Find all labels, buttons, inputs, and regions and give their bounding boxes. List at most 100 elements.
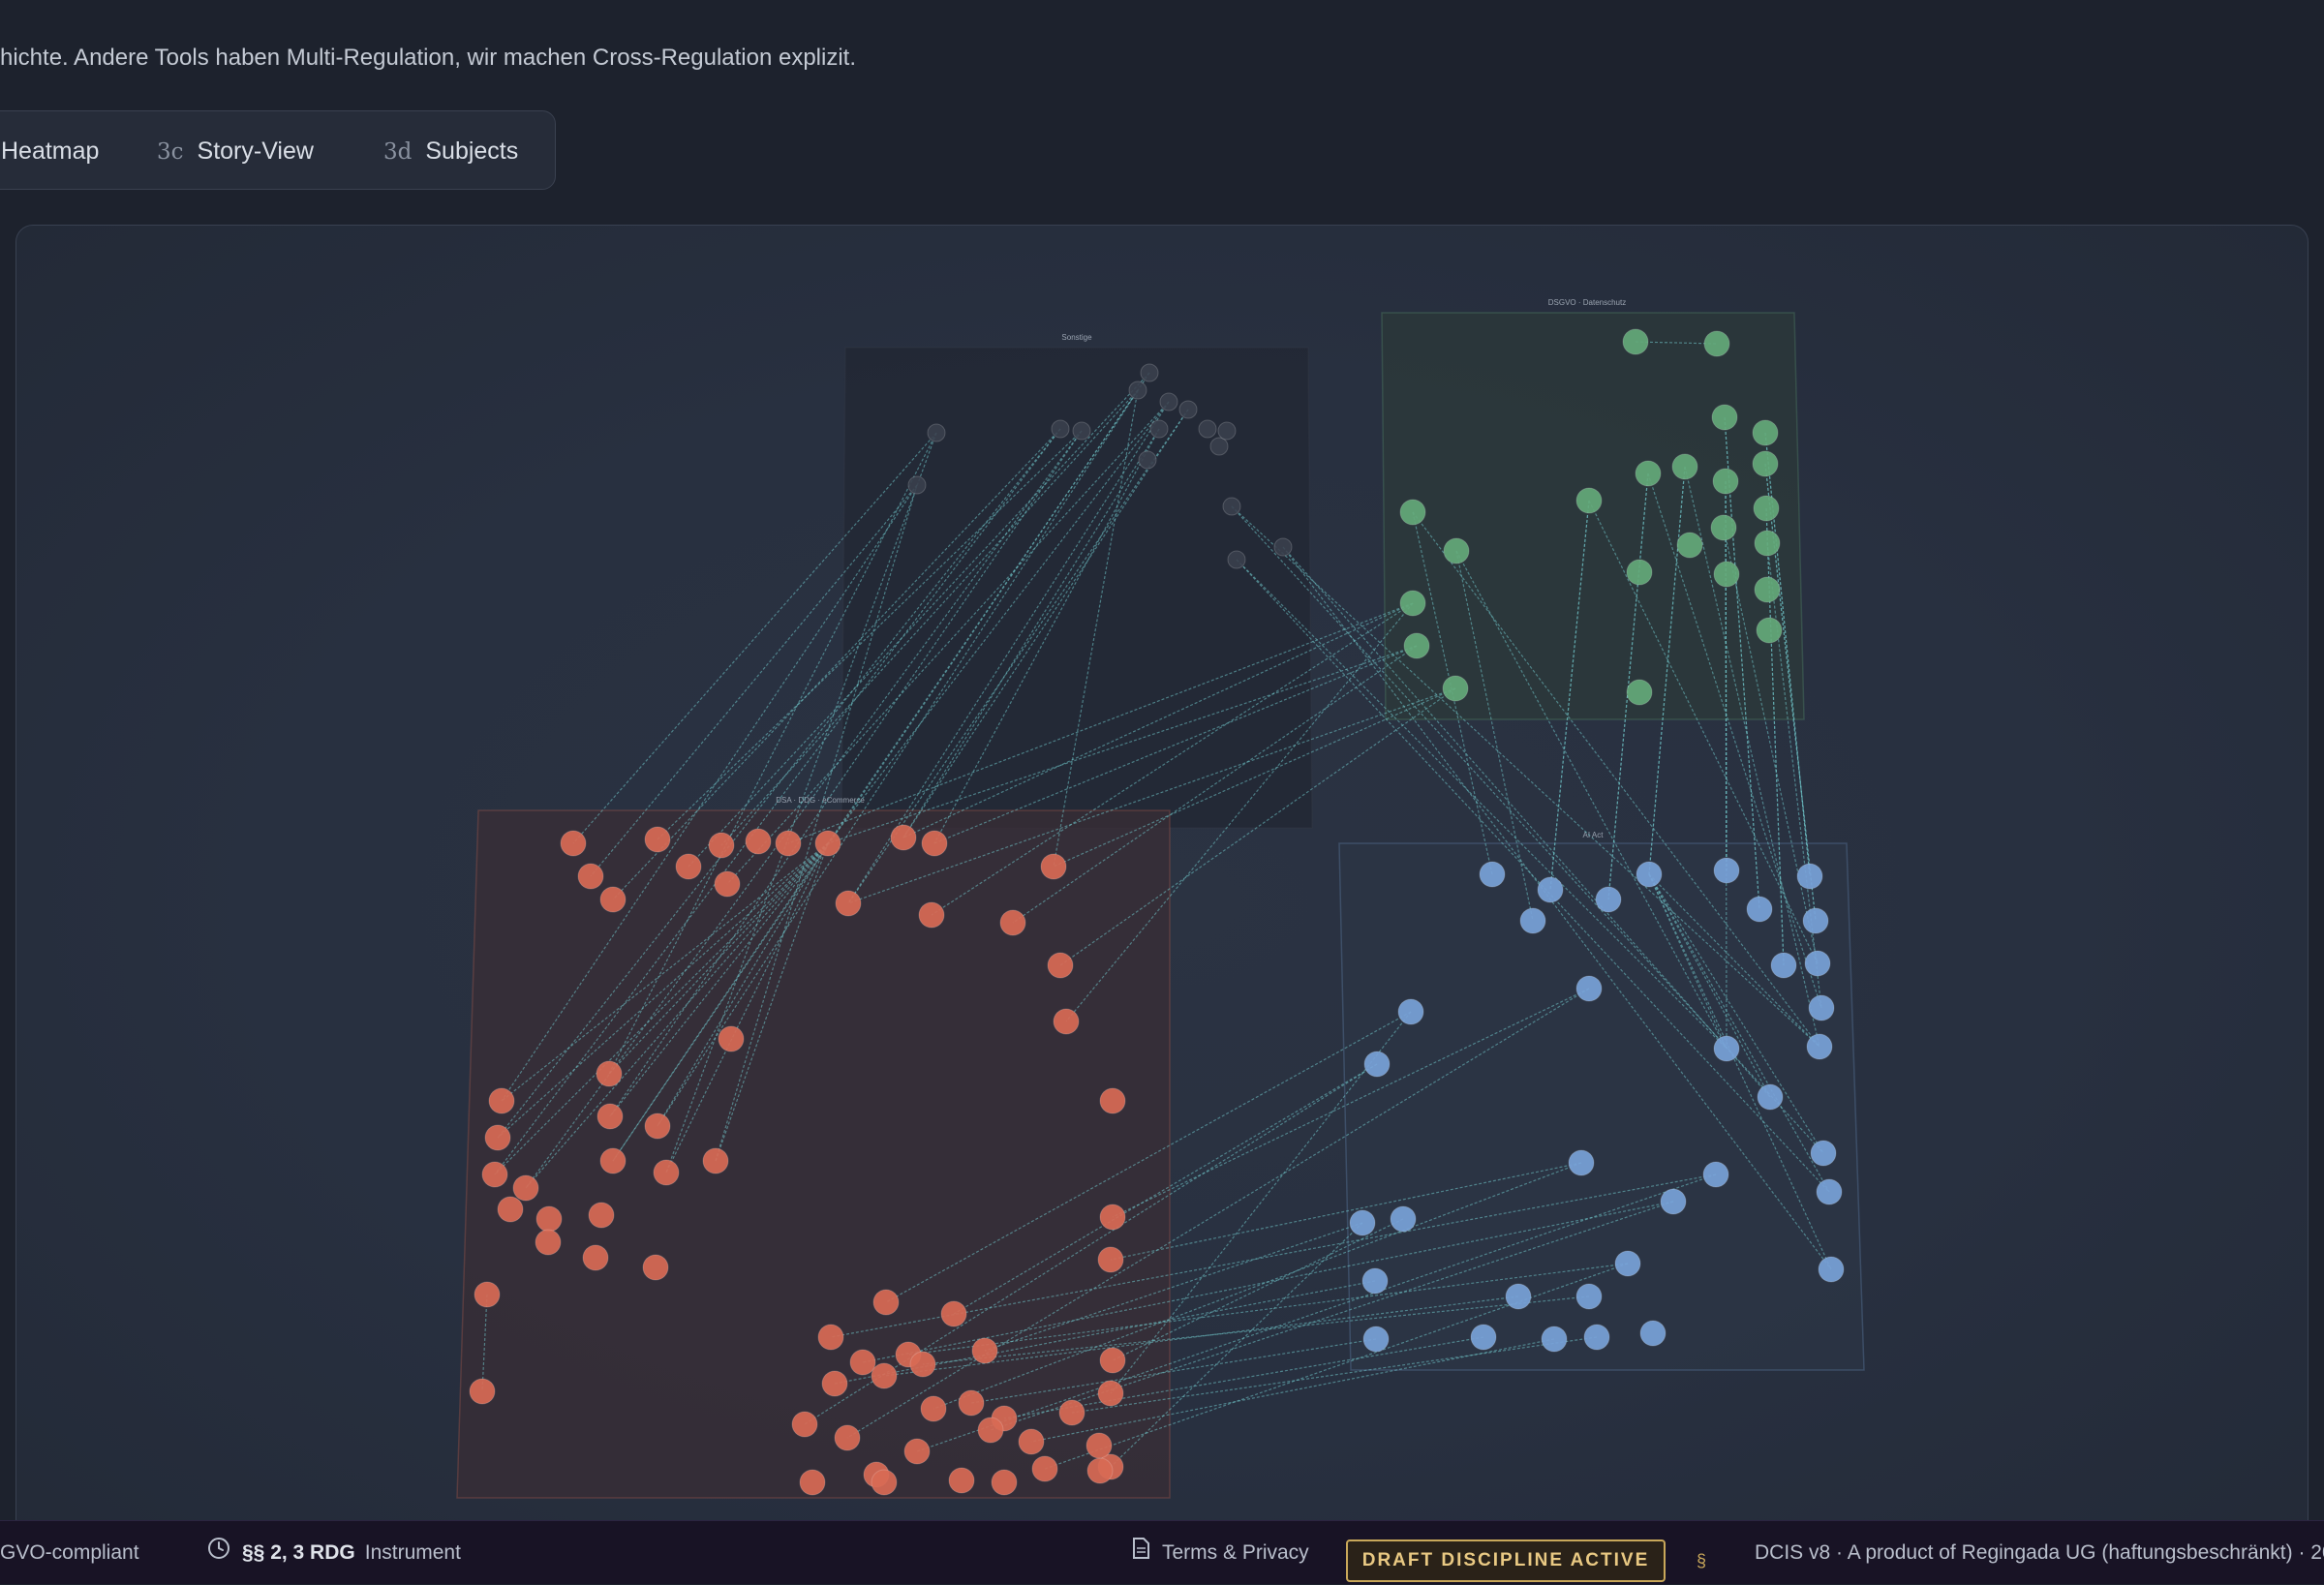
graph-node-dsa[interactable]	[560, 830, 587, 857]
graph-node-sonstige[interactable]	[907, 475, 927, 495]
graph-node-dsa[interactable]	[596, 1060, 623, 1087]
graph-node-ai[interactable]	[1639, 1320, 1667, 1347]
graph-node-dsa[interactable]	[1097, 1246, 1124, 1273]
graph-node-dsa[interactable]	[474, 1281, 501, 1308]
graph-node-dsa[interactable]	[834, 1424, 861, 1451]
graph-node-ai[interactable]	[1808, 994, 1835, 1021]
cross-regulation-graph-panel[interactable]: Sonstige DSGVO · Datenschutz AI Act DSA · D…	[15, 225, 2309, 1580]
graph-node-dsgvo[interactable]	[1752, 419, 1779, 446]
graph-node-dsa[interactable]	[708, 832, 735, 859]
graph-node-sonstige[interactable]	[1072, 421, 1091, 441]
graph-node-sonstige[interactable]	[1222, 497, 1241, 516]
graph-node-dsa[interactable]	[596, 1103, 624, 1130]
graph-node-dsa[interactable]	[918, 901, 945, 929]
graph-node-ai[interactable]	[1575, 1283, 1603, 1310]
graph-node-ai[interactable]	[1804, 950, 1831, 977]
tab-story-view[interactable]: 3c Story-View	[157, 111, 314, 191]
graph-node-ai[interactable]	[1810, 1140, 1837, 1167]
graph-node-dsgvo[interactable]	[1754, 576, 1781, 603]
graph-node-sonstige[interactable]	[1140, 363, 1159, 382]
graph-node-dsa[interactable]	[1099, 1347, 1126, 1374]
graph-node-ai[interactable]	[1702, 1161, 1729, 1188]
graph-node-dsa[interactable]	[714, 870, 741, 898]
graph-node-dsa[interactable]	[1053, 1008, 1080, 1035]
graph-node-dsgvo[interactable]	[1399, 590, 1426, 617]
graph-node-dsa[interactable]	[971, 1337, 998, 1364]
graph-node-dsa[interactable]	[921, 830, 948, 857]
graph-node-dsa[interactable]	[718, 1025, 745, 1052]
cross-regulation-graph[interactable]: Sonstige DSGVO · Datenschutz AI Act DSA · D…	[16, 226, 2309, 1580]
graph-node-dsgvo[interactable]	[1710, 514, 1737, 541]
graph-node-dsgvo[interactable]	[1711, 404, 1738, 431]
graph-node-ai[interactable]	[1614, 1250, 1641, 1277]
graph-node-ai[interactable]	[1796, 863, 1823, 890]
graph-node-dsa[interactable]	[1047, 952, 1074, 979]
graph-node-dsa[interactable]	[582, 1244, 609, 1271]
graph-node-ai[interactable]	[1583, 1324, 1610, 1351]
graph-node-dsa[interactable]	[481, 1161, 508, 1188]
graph-node-dsa[interactable]	[588, 1202, 615, 1229]
graph-node-dsa[interactable]	[675, 853, 702, 880]
graph-node-dsa[interactable]	[599, 886, 627, 913]
graph-node-dsgvo[interactable]	[1703, 330, 1730, 357]
graph-node-dsa[interactable]	[948, 1467, 975, 1494]
graph-node-ai[interactable]	[1713, 857, 1740, 884]
graph-node-dsgvo[interactable]	[1626, 559, 1653, 586]
graph-node-dsa[interactable]	[535, 1229, 562, 1256]
graph-node-dsa[interactable]	[958, 1389, 985, 1417]
graph-node-ai[interactable]	[1361, 1267, 1389, 1295]
graph-node-dsa[interactable]	[1099, 1087, 1126, 1114]
graph-node-dsa[interactable]	[999, 909, 1026, 936]
graph-node-dsa[interactable]	[497, 1196, 524, 1223]
graph-node-dsa[interactable]	[903, 1438, 931, 1465]
graph-node-dsgvo[interactable]	[1752, 450, 1779, 477]
graph-node-dsgvo[interactable]	[1622, 328, 1649, 355]
graph-node-ai[interactable]	[1806, 1033, 1833, 1060]
graph-node-dsa[interactable]	[835, 890, 862, 917]
graph-node-sonstige[interactable]	[1178, 400, 1198, 419]
tab-subjects[interactable]: 3d Subjects	[383, 111, 518, 191]
graph-node-dsa[interactable]	[1018, 1428, 1045, 1455]
tab-heatmap[interactable]: Heatmap	[1, 111, 99, 191]
graph-node-ai[interactable]	[1575, 975, 1603, 1002]
graph-node-dsa[interactable]	[642, 1254, 669, 1281]
graph-node-ai[interactable]	[1757, 1083, 1784, 1111]
graph-node-sonstige[interactable]	[1138, 450, 1157, 470]
graph-node-ai[interactable]	[1397, 998, 1424, 1025]
graph-node-ai[interactable]	[1537, 876, 1564, 903]
graph-node-sonstige[interactable]	[927, 423, 946, 442]
graph-node-dsgvo[interactable]	[1442, 675, 1469, 702]
graph-node-ai[interactable]	[1470, 1324, 1497, 1351]
graph-node-dsgvo[interactable]	[1713, 561, 1740, 588]
graph-node-ai[interactable]	[1390, 1205, 1417, 1233]
graph-node-sonstige[interactable]	[1051, 419, 1070, 439]
graph-node-ai[interactable]	[1636, 861, 1663, 888]
graph-node-ai[interactable]	[1816, 1178, 1843, 1205]
graph-node-dsa[interactable]	[791, 1411, 818, 1438]
graph-node-ai[interactable]	[1595, 886, 1622, 913]
graph-node-ai[interactable]	[1362, 1326, 1390, 1353]
graph-node-ai[interactable]	[1505, 1283, 1532, 1310]
graph-node-ai[interactable]	[1479, 861, 1506, 888]
graph-node-dsa[interactable]	[1040, 853, 1067, 880]
graph-node-dsa[interactable]	[799, 1469, 826, 1496]
graph-node-dsgvo[interactable]	[1712, 468, 1739, 495]
graph-node-dsa[interactable]	[702, 1147, 729, 1174]
graph-node-dsa[interactable]	[644, 1113, 671, 1140]
graph-node-dsa[interactable]	[977, 1417, 1004, 1444]
graph-node-ai[interactable]	[1802, 907, 1829, 934]
graph-node-sonstige[interactable]	[1227, 550, 1246, 569]
graph-node-dsgvo[interactable]	[1575, 487, 1603, 514]
graph-node-dsa[interactable]	[599, 1147, 627, 1174]
graph-node-sonstige[interactable]	[1273, 537, 1293, 557]
graph-node-dsgvo[interactable]	[1626, 679, 1653, 706]
graph-node-ai[interactable]	[1541, 1326, 1568, 1353]
graph-node-sonstige[interactable]	[1159, 392, 1178, 411]
graph-node-dsa[interactable]	[872, 1289, 900, 1316]
graph-node-dsa[interactable]	[1086, 1457, 1114, 1484]
graph-node-ai[interactable]	[1349, 1209, 1376, 1236]
graph-node-ai[interactable]	[1660, 1188, 1687, 1215]
graph-node-dsa[interactable]	[469, 1378, 496, 1405]
graph-node-dsa[interactable]	[1086, 1432, 1113, 1459]
graph-node-dsgvo[interactable]	[1676, 532, 1703, 559]
